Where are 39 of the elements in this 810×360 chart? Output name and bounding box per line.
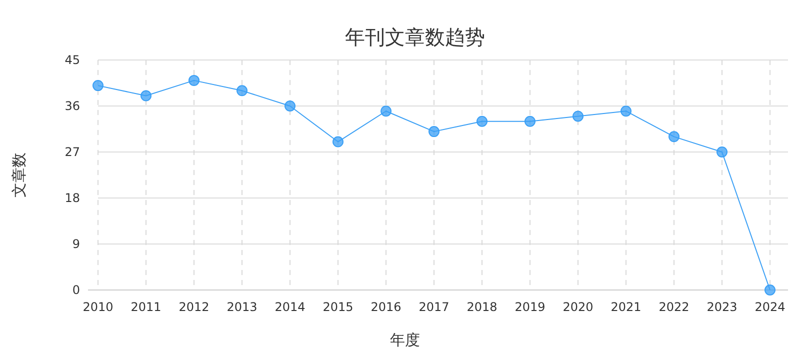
y-tick-label: 9 bbox=[72, 237, 80, 251]
point bbox=[236, 85, 248, 96]
x-tick-label: 2018 bbox=[466, 300, 498, 314]
point bbox=[764, 284, 776, 296]
y-axis-title: 文章数 bbox=[10, 152, 28, 198]
x-tick-label: 2011 bbox=[130, 300, 162, 314]
x-tick-label: 2021 bbox=[610, 300, 642, 314]
y-tick-label: 18 bbox=[64, 191, 80, 205]
point bbox=[188, 74, 200, 86]
y-tick-label: 27 bbox=[64, 145, 80, 159]
point bbox=[476, 116, 488, 127]
x-tick-label: 2013 bbox=[226, 300, 258, 314]
point bbox=[284, 100, 296, 112]
x-tick-label: 2012 bbox=[178, 300, 210, 314]
y-tick-label: 45 bbox=[64, 53, 80, 67]
y-tick-label: 36 bbox=[64, 99, 80, 113]
y-tick-label: 0 bbox=[72, 283, 80, 297]
chart-title: 年刊文章数趋势 bbox=[345, 25, 485, 49]
point bbox=[716, 146, 728, 158]
x-tick-label: 2016 bbox=[370, 300, 402, 314]
x-tick-label: 2015 bbox=[322, 300, 354, 314]
x-tick-label: 2024 bbox=[754, 300, 786, 314]
x-axis-title: 年度 bbox=[390, 331, 420, 349]
point bbox=[668, 131, 680, 142]
point bbox=[572, 110, 584, 122]
x-tick-label: 2010 bbox=[82, 300, 114, 314]
point bbox=[428, 126, 440, 138]
point bbox=[332, 136, 344, 148]
point bbox=[92, 80, 104, 92]
x-tick-label: 2023 bbox=[706, 300, 738, 314]
x-tick-label: 2014 bbox=[274, 300, 306, 314]
point bbox=[524, 116, 536, 127]
x-tick-label: 2020 bbox=[562, 300, 594, 314]
x-tick-label: 2019 bbox=[514, 300, 546, 314]
x-tick-label: 2017 bbox=[418, 300, 450, 314]
point bbox=[140, 90, 152, 102]
x-tick-label: 2022 bbox=[658, 300, 690, 314]
point bbox=[380, 106, 392, 117]
point bbox=[620, 106, 632, 117]
